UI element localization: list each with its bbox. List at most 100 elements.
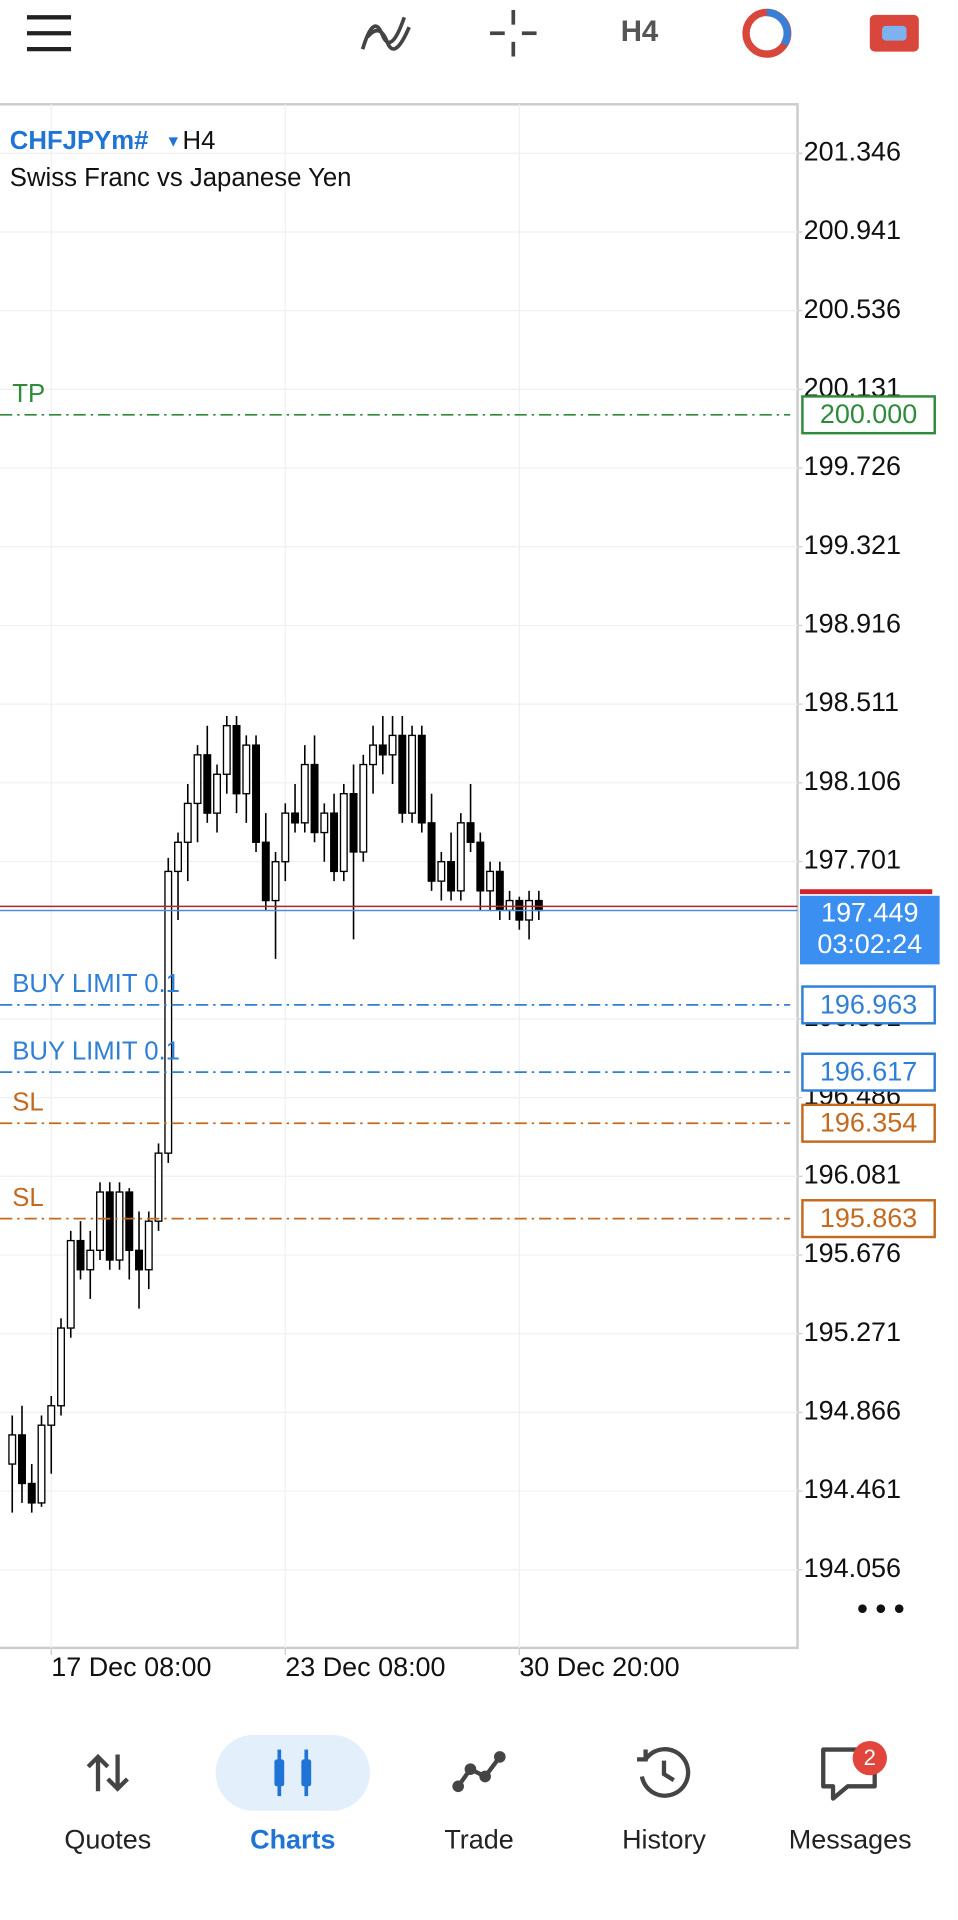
candle-body (57, 1327, 65, 1407)
order-level-name: TP (12, 380, 45, 408)
candle-body (417, 734, 426, 824)
candle-body (8, 1434, 17, 1465)
candle-body (476, 841, 485, 892)
toolbar: H4 (26, 8, 919, 58)
timeframe-button[interactable]: H4 (621, 15, 659, 48)
candle-body (447, 861, 456, 892)
candle-body (86, 1249, 95, 1271)
candle-body (281, 812, 290, 863)
order-level-name: SL (12, 1088, 43, 1116)
order-price-label: 196.963 (820, 989, 917, 1019)
candle-body (164, 870, 173, 1154)
oneclick-button[interactable] (742, 8, 792, 58)
candle-body (242, 744, 251, 795)
candle-body (193, 754, 202, 805)
charts-icon (274, 1749, 312, 1797)
candle-body (115, 1191, 124, 1261)
nav-tab-label[interactable]: Trade (444, 1825, 513, 1855)
chart-frame (0, 103, 799, 1650)
candle-body (271, 861, 280, 902)
x-tick-label: 30 Dec 20:00 (519, 1652, 679, 1682)
nav-tab-label[interactable]: History (622, 1825, 706, 1855)
candle-body (125, 1191, 134, 1251)
y-tick-label: 195.271 (804, 1317, 901, 1347)
candle-body (18, 1434, 26, 1485)
chart: TP BUY LIMIT 0.1 BUY LIMIT 0.1 SL SL (0, 103, 799, 1650)
y-tick-label: 197.701 (804, 845, 901, 875)
y-tick-label: 194.056 (804, 1553, 901, 1583)
candle-body (203, 754, 212, 814)
candle-body (398, 734, 407, 814)
y-tick-label: 200.941 (804, 215, 901, 245)
candle-body (213, 773, 222, 814)
candle-body (261, 841, 270, 902)
bid-price-label: 197.449 (821, 897, 918, 927)
y-tick-label: 198.106 (804, 766, 901, 796)
candle-body (174, 841, 183, 873)
y-tick-label: 198.511 (804, 687, 899, 717)
candle-body (66, 1239, 75, 1329)
candle-body (456, 822, 465, 892)
candle-body (135, 1249, 144, 1271)
candle-body (427, 822, 436, 882)
symbol-dropdown[interactable]: ▼ (165, 133, 181, 150)
quotes-icon (86, 1753, 129, 1792)
order-level-name: BUY LIMIT 0.1 (12, 970, 180, 998)
y-tick-label: 201.346 (804, 136, 901, 166)
active-tab-highlight (215, 1734, 370, 1811)
order-price-box (801, 1103, 936, 1143)
candle-body (105, 1191, 114, 1261)
x-tick-label: 23 Dec 08:00 (285, 1652, 445, 1682)
candle-body (76, 1239, 85, 1271)
candle-body (339, 793, 348, 873)
candle-body (183, 802, 192, 843)
bar-countdown: 03:02:24 (817, 929, 922, 959)
menu-button[interactable] (26, 15, 72, 52)
candle-body (378, 744, 387, 756)
candle-body (330, 812, 339, 873)
candle-body (466, 822, 475, 843)
order-price-box (801, 985, 936, 1025)
crosshair-button[interactable] (490, 9, 537, 57)
ask-marker (799, 889, 933, 895)
y-tick-label: 198.916 (804, 609, 901, 639)
candle-body (291, 812, 300, 824)
messages-icon (821, 1740, 887, 1801)
order-price-box (801, 395, 936, 435)
y-tick-label: 200.536 (804, 294, 901, 324)
symbol[interactable]: CHFJPYm# (10, 127, 149, 155)
chart-timeframe: H4 (183, 127, 216, 155)
candle-body (369, 744, 378, 766)
order-price-label: 195.863 (820, 1203, 917, 1233)
candle-body (349, 793, 358, 853)
candle-body (144, 1220, 153, 1271)
candle-body (388, 734, 397, 756)
y-tick-label: 199.726 (804, 451, 901, 481)
bid-box (799, 895, 940, 965)
order-level-name: BUY LIMIT 0.1 (12, 1037, 180, 1065)
more-button[interactable] (858, 1604, 904, 1613)
candle-body (47, 1405, 56, 1426)
y-tick-label: 195.676 (804, 1238, 901, 1268)
nav-tab-label[interactable]: Quotes (64, 1825, 151, 1855)
candle-body (359, 763, 368, 853)
trade-button[interactable] (869, 14, 919, 52)
candle-body (486, 870, 495, 892)
history-icon (637, 1747, 691, 1798)
candle-body (505, 899, 514, 911)
order-price-label: 196.354 (820, 1108, 917, 1138)
indicators-button[interactable] (360, 16, 411, 51)
candle-body (27, 1482, 36, 1504)
nav-tab-label[interactable]: Messages (789, 1825, 912, 1855)
nav-tab-label[interactable]: Charts (250, 1825, 335, 1855)
candle-body (320, 812, 329, 834)
order-price-label: 200.000 (820, 399, 917, 429)
candle-body (534, 899, 543, 912)
candle-body (232, 725, 241, 795)
candle-body (310, 763, 319, 834)
order-price-box (801, 1199, 936, 1239)
y-tick-label: 196.081 (804, 1159, 901, 1189)
order-price-label: 196.617 (820, 1056, 917, 1086)
